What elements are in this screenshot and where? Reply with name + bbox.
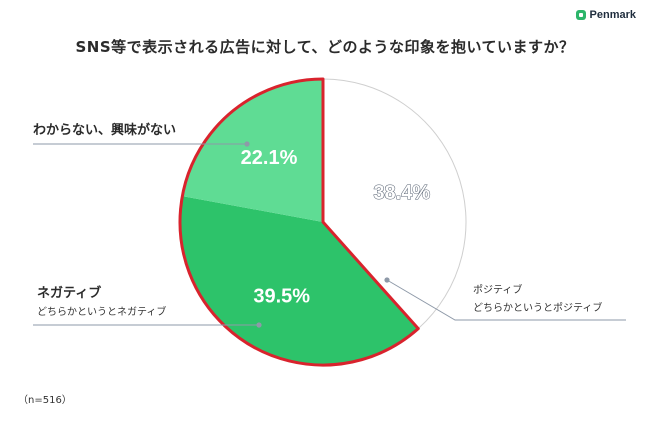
slice-value-uninterested: 22.1% xyxy=(241,147,298,169)
penmark-logo-icon xyxy=(575,10,586,20)
pie-slice-uninterested xyxy=(182,79,323,222)
sample-size-note: （n=516） xyxy=(18,395,72,406)
pie-overlays: 38.4% 39.5% 22.1% xyxy=(33,77,626,367)
pie-slice-positive xyxy=(322,78,467,330)
label-uninterested: わからない、興味がない xyxy=(33,123,177,138)
slice-value-negative: 39.5% xyxy=(253,286,310,308)
sublabel-positive: どちらかというとポジティブ xyxy=(473,303,603,314)
leader-dot-uninterested xyxy=(244,141,250,147)
leader-line-positive xyxy=(386,279,626,321)
label-negative: ネガティブ xyxy=(37,286,102,301)
pie-slices xyxy=(180,78,467,365)
slice-value-positive: 38.4% xyxy=(373,182,430,204)
leader-dot-positive xyxy=(384,277,390,283)
chart-title: SNS等で表示される広告に対して、どのような印象を抱いていますか？ xyxy=(75,38,575,56)
pie-slice-negative xyxy=(180,196,419,365)
label-positive: ポジティブ xyxy=(473,285,523,296)
highlight-outline xyxy=(178,77,420,367)
brand-name: Penmark xyxy=(589,9,636,21)
penmark-logo: Penmark xyxy=(575,9,636,21)
leader-dot-negative xyxy=(256,322,262,328)
sublabel-negative: どちらかというとネガティブ xyxy=(37,307,167,318)
